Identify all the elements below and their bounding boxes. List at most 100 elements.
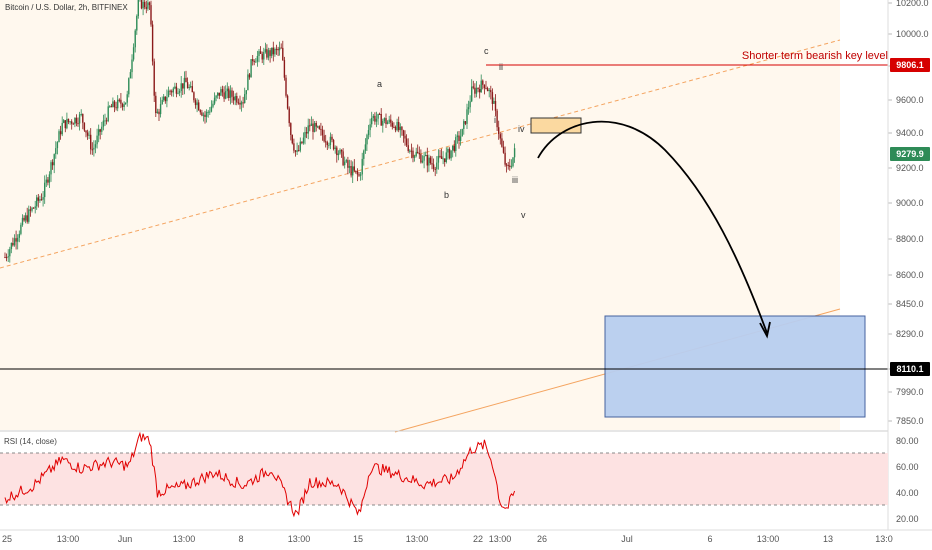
candle-body	[167, 90, 170, 97]
candle-body	[82, 114, 84, 123]
candle-body	[148, 2, 151, 6]
candle-body	[293, 143, 295, 151]
candle-body	[453, 145, 455, 152]
candle-body	[172, 88, 174, 93]
candle-body	[140, 0, 143, 9]
wave-label-ii: ii	[499, 62, 503, 72]
rsi-tick-20: 20.00	[896, 514, 919, 524]
candle-body	[161, 99, 163, 105]
candle-body	[42, 197, 44, 200]
candle-body	[137, 0, 139, 17]
candle-body	[442, 158, 444, 160]
candle-body	[510, 166, 513, 168]
candle-body	[309, 125, 311, 127]
candle-body	[463, 121, 465, 129]
candle-body	[90, 134, 92, 150]
candle-body	[264, 49, 267, 52]
wave-label-i: i	[494, 115, 496, 125]
candle-body	[458, 135, 460, 141]
wave-label-a: a	[377, 79, 382, 89]
candle-body	[504, 152, 506, 165]
candle-body	[64, 120, 66, 129]
candle-body	[479, 89, 481, 93]
candle-body	[267, 50, 270, 58]
time-tick-label: 13	[823, 534, 833, 544]
candle-body	[429, 157, 432, 163]
candle-body	[26, 215, 28, 222]
candle-body	[67, 118, 70, 123]
candle-body	[394, 127, 397, 131]
candle-body	[304, 132, 306, 138]
candle-body	[205, 111, 208, 117]
wave-iv-entry-box[interactable]	[530, 117, 582, 134]
target-zone-box[interactable]	[604, 315, 866, 418]
time-axis[interactable]: 25 13:00 Jun 13:00 8 13:00 15 13:00 22 13:00 26 Jul…	[2, 534, 893, 544]
candle-body	[153, 61, 155, 96]
candle-body	[409, 150, 411, 152]
candle-body	[336, 147, 338, 156]
candle-body	[356, 171, 359, 175]
candle-body	[272, 47, 274, 55]
candle-body	[47, 179, 49, 183]
candle-body	[132, 47, 135, 60]
rsi-pane[interactable]: RSI (14, close) 80.00 60.00 40.00 20.00	[0, 431, 919, 525]
candle-body	[291, 135, 293, 144]
candle-body	[223, 92, 225, 99]
candle-body	[231, 90, 233, 97]
candle-body	[88, 134, 90, 136]
resistance-price-tag[interactable]: 9806.1	[890, 58, 930, 72]
candle-body	[236, 96, 238, 103]
candle-body	[480, 80, 482, 93]
price-tick-label: 8450.0	[896, 299, 924, 309]
candle-body	[196, 102, 198, 106]
candle-body	[494, 101, 497, 111]
candle-body	[271, 47, 273, 56]
current-price-tag[interactable]: 9279.9	[890, 147, 930, 161]
candle-body	[296, 150, 298, 152]
candle-body	[498, 127, 500, 135]
candle-body	[332, 139, 335, 150]
candle-body	[15, 238, 17, 242]
candle-body	[361, 158, 363, 175]
candle-body	[174, 86, 176, 89]
candle-body	[337, 153, 340, 156]
candle-body	[486, 88, 489, 92]
time-tick-label: Jul	[621, 534, 633, 544]
candle-body	[450, 150, 452, 159]
candle-body	[207, 111, 209, 113]
candle-body	[40, 199, 43, 201]
candle-body	[493, 101, 495, 104]
candle-body	[282, 47, 284, 61]
candle-body	[488, 90, 490, 92]
candle-body	[39, 199, 41, 201]
candle-body	[85, 130, 87, 133]
candle-body	[285, 77, 287, 96]
candle-body	[425, 155, 427, 156]
resistance-tag-text: 9806.1	[896, 60, 924, 70]
price-tick-label: 10000.0	[896, 29, 929, 39]
time-tick-label: 8	[238, 534, 243, 544]
candle-body	[412, 150, 414, 158]
candle-body	[380, 114, 382, 126]
candle-body	[159, 104, 162, 115]
candle-body	[352, 166, 354, 176]
candle-body	[426, 155, 428, 166]
candle-body	[286, 95, 289, 109]
candle-body	[459, 136, 462, 141]
candle-body	[501, 138, 503, 147]
candle-body	[5, 257, 8, 259]
candle-body	[461, 129, 463, 137]
candle-body	[415, 151, 417, 156]
candlestick-series[interactable]	[4, 0, 516, 263]
candle-body	[147, 2, 149, 9]
candle-body	[110, 106, 113, 108]
candle-body	[204, 114, 206, 117]
candle-body	[372, 115, 374, 118]
candle-body	[183, 77, 186, 89]
candle-body	[59, 131, 62, 135]
candle-body	[242, 102, 244, 104]
candle-body	[423, 155, 425, 161]
candle-body	[456, 135, 459, 138]
support-price-tag[interactable]: 8110.1	[890, 362, 930, 376]
